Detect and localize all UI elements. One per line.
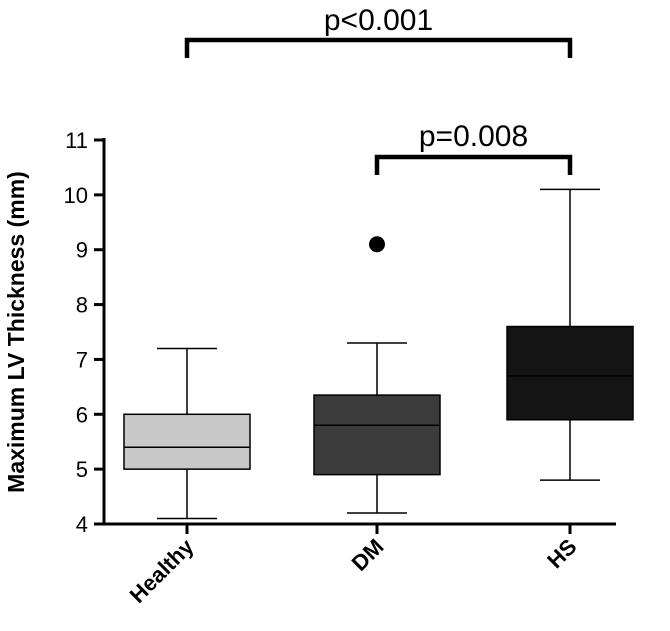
y-tick-label: 4 bbox=[76, 512, 88, 537]
y-tick-label: 8 bbox=[76, 293, 88, 318]
significance-annotations: p<0.001 p=0.008 bbox=[184, 4, 573, 175]
box-healthy bbox=[123, 347, 251, 520]
x-category-label: DM bbox=[347, 534, 389, 576]
y-axis: 4 5 6 7 8 9 10 11 bbox=[64, 128, 106, 537]
significance-bracket: p<0.001 bbox=[184, 4, 573, 58]
bracket-line bbox=[184, 37, 573, 58]
x-category-label: Healthy bbox=[125, 533, 199, 607]
boxes bbox=[123, 188, 634, 520]
iqr-box bbox=[123, 413, 251, 470]
y-axis-title: Maximum LV Thickness (mm) bbox=[3, 171, 29, 493]
iqr-box bbox=[506, 325, 634, 421]
y-tick-label: 11 bbox=[65, 128, 88, 153]
y-tick-label: 10 bbox=[64, 183, 88, 208]
box-dm bbox=[313, 236, 441, 514]
p-value-label: p=0.008 bbox=[419, 120, 528, 153]
y-tick-label: 7 bbox=[76, 347, 88, 372]
bracket-line bbox=[374, 154, 573, 175]
box-hs bbox=[506, 188, 634, 481]
y-tick-label: 9 bbox=[76, 238, 88, 263]
outlier-point bbox=[369, 236, 385, 253]
x-axis: Healthy DM HS bbox=[102, 522, 616, 608]
y-tick-label: 6 bbox=[76, 402, 88, 427]
y-tick-label: 5 bbox=[76, 457, 88, 482]
iqr-box bbox=[313, 394, 441, 476]
significance-bracket: p=0.008 bbox=[374, 120, 573, 175]
p-value-label: p<0.001 bbox=[324, 4, 433, 37]
x-category-label: HS bbox=[542, 534, 581, 573]
